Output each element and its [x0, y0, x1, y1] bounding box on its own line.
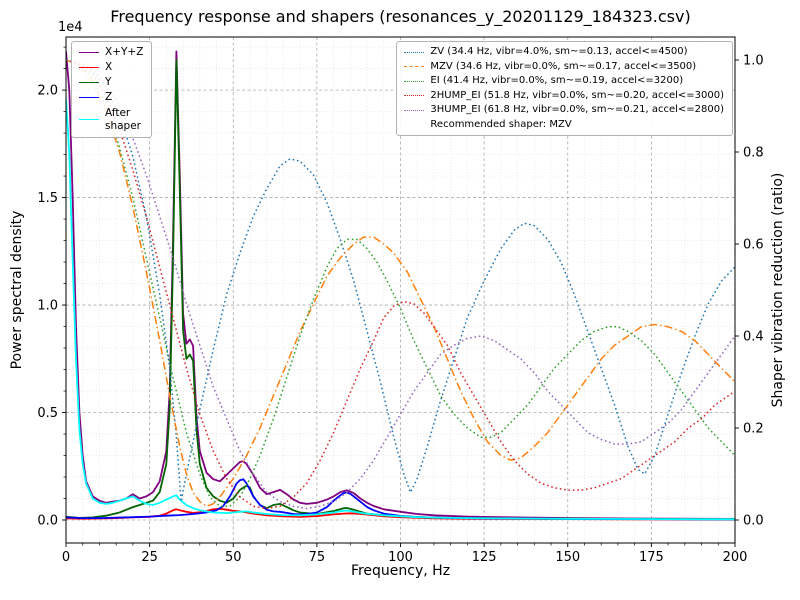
legend-item: 3HUMP_EI (61.8 Hz, vibr=0.0%, sm~=0.21, … — [404, 104, 724, 117]
svg-text:150: 150 — [555, 550, 580, 565]
legend-swatch — [79, 97, 99, 99]
series-3HUMP_EI — [66, 59, 735, 510]
y-axis-label-right: Shaper vibration reduction (ratio) — [770, 172, 786, 408]
svg-text:175: 175 — [639, 550, 664, 565]
chart-title: Frequency response and shapers (resonanc… — [110, 7, 691, 26]
legend-item: MZV (34.6 Hz, vibr=0.0%, sm~=0.17, accel… — [404, 61, 724, 74]
svg-text:0.0: 0.0 — [743, 514, 764, 529]
legend-item-recommended: Recommended shaper: MZV — [404, 119, 724, 132]
svg-text:2.0: 2.0 — [37, 84, 58, 99]
legend-label: 2HUMP_EI (51.8 Hz, vibr=0.0%, sm~=0.20, … — [430, 89, 724, 101]
x-axis-label: Frequency, Hz — [350, 563, 451, 579]
shaper-legend: ZV (34.4 Hz, vibr=4.0%, sm~=0.13, accel<… — [396, 41, 733, 136]
series-EI — [66, 59, 735, 507]
svg-text:75: 75 — [309, 550, 326, 565]
legend-label: EI (41.4 Hz, vibr=0.0%, sm~=0.19, accel<… — [430, 75, 684, 86]
svg-text:0.8: 0.8 — [743, 146, 764, 161]
legend-swatch — [404, 109, 425, 111]
legend-item: ZV (34.4 Hz, vibr=4.0%, sm~=0.13, accel<… — [404, 46, 724, 59]
psd-legend: X+Y+Z X Y Z After shaper — [71, 41, 153, 138]
y-axis-offset-label: 1e4 — [58, 20, 83, 35]
recommended-shaper-label: Recommended shaper: MZV — [430, 118, 572, 130]
svg-text:0: 0 — [62, 550, 70, 565]
series-After shaper — [66, 98, 735, 521]
svg-text:125: 125 — [472, 550, 497, 565]
svg-text:0.4: 0.4 — [743, 330, 764, 345]
svg-text:25: 25 — [141, 550, 158, 565]
svg-text:200: 200 — [723, 550, 748, 565]
legend-swatch — [404, 80, 425, 82]
legend-swatch — [404, 51, 425, 53]
svg-text:0.5: 0.5 — [37, 406, 58, 421]
legend-item: Y — [79, 76, 143, 89]
legend-item: X+Y+Z — [79, 46, 143, 59]
svg-text:50: 50 — [225, 550, 242, 565]
legend-swatch — [79, 119, 99, 121]
svg-text:100: 100 — [388, 550, 413, 565]
legend-swatch — [79, 82, 99, 84]
legend-swatch — [404, 66, 425, 68]
svg-text:0.6: 0.6 — [743, 238, 764, 253]
svg-text:1.0: 1.0 — [743, 54, 764, 69]
series-MZV — [66, 59, 735, 507]
legend-label: Y — [105, 76, 112, 89]
legend-item: 2HUMP_EI (51.8 Hz, vibr=0.0%, sm~=0.20, … — [404, 90, 724, 103]
legend-swatch — [404, 95, 425, 97]
legend-label: X — [105, 61, 113, 74]
legend-label: MZV (34.6 Hz, vibr=0.0%, sm~=0.17, accel… — [430, 60, 697, 72]
y-axis-label-left: Power spectral density — [9, 210, 25, 370]
svg-text:1.0: 1.0 — [37, 299, 58, 314]
legend-label: ZV (34.4 Hz, vibr=4.0%, sm~=0.13, accel<… — [430, 46, 688, 57]
legend-label: After shaper — [105, 106, 142, 132]
legend-label: 3HUMP_EI (61.8 Hz, vibr=0.0%, sm~=0.21, … — [430, 104, 724, 115]
legend-item: EI (41.4 Hz, vibr=0.0%, sm~=0.19, accel<… — [404, 75, 724, 88]
svg-text:0.2: 0.2 — [743, 422, 764, 437]
legend-item: After shaper — [79, 107, 143, 133]
svg-text:1.5: 1.5 — [37, 191, 58, 206]
legend-item: X — [79, 61, 143, 74]
legend-swatch — [79, 67, 99, 69]
legend-swatch — [79, 52, 99, 54]
legend-label: X+Y+Z — [105, 46, 144, 58]
legend-item: Z — [79, 91, 143, 104]
legend-label: Z — [105, 91, 113, 104]
svg-text:0.0: 0.0 — [37, 514, 58, 529]
